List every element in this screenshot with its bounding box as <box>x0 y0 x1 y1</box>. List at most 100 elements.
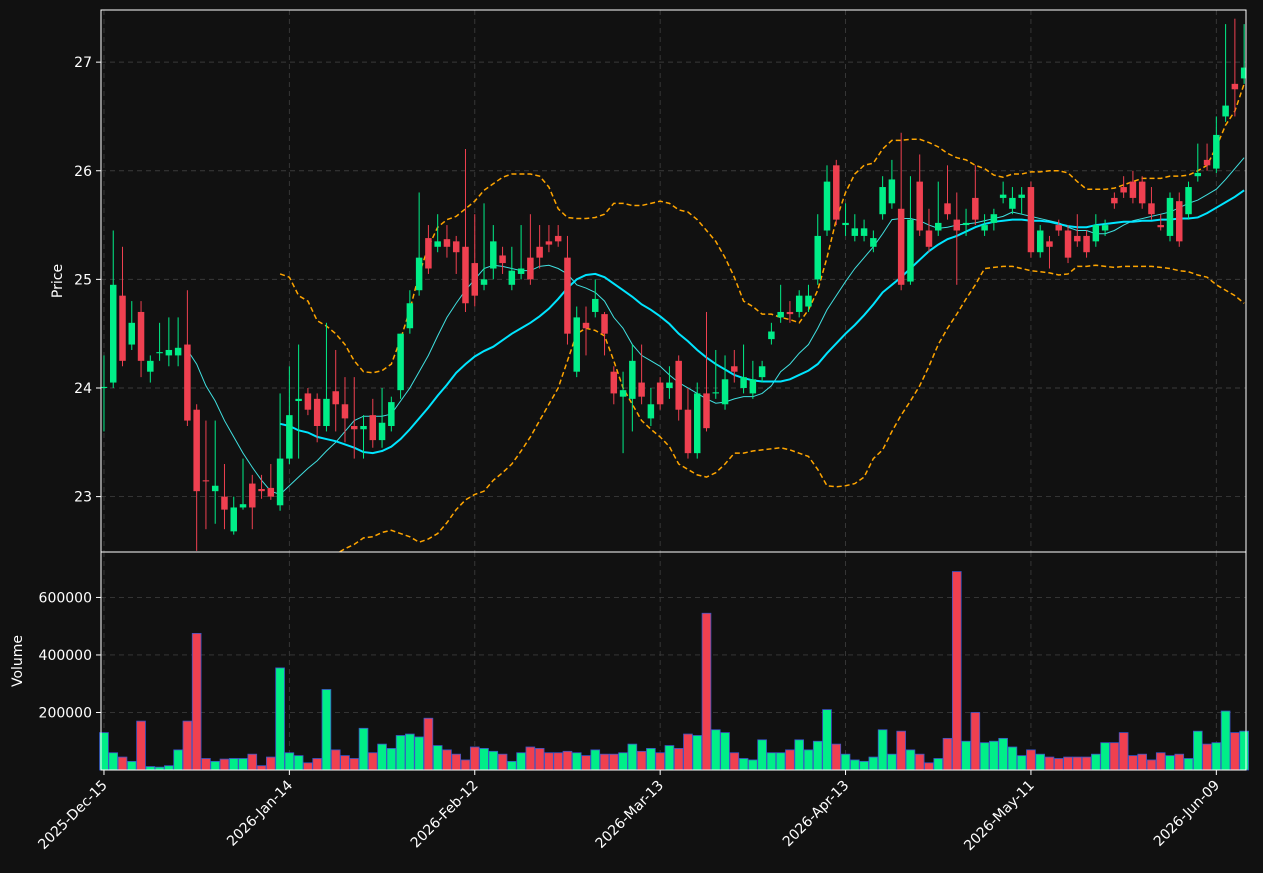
volume-bar <box>850 759 860 771</box>
axes-frame <box>100 551 1247 771</box>
volume-bar <box>145 766 156 771</box>
candle-body <box>128 322 136 345</box>
volume-bar <box>442 749 452 771</box>
candle-body <box>137 311 145 361</box>
candle-body <box>582 322 590 329</box>
candle-body <box>286 415 293 459</box>
candle-body <box>786 311 794 315</box>
candle-body <box>378 422 386 441</box>
y-tick-label: 200000 <box>39 705 92 721</box>
volume-bar <box>627 743 638 771</box>
volume-bar <box>488 750 499 771</box>
volume-bar <box>803 749 814 771</box>
candle-body <box>193 409 200 492</box>
candle-body <box>101 386 108 388</box>
candle-body <box>267 487 275 497</box>
volume-bar <box>766 752 777 771</box>
y-tick-label: 400000 <box>39 648 92 664</box>
candle-body <box>211 485 219 492</box>
candle-body <box>147 360 154 372</box>
volume-bar <box>349 758 360 771</box>
candle-body <box>1036 230 1044 253</box>
candle-body <box>999 194 1007 198</box>
candle-body <box>1055 225 1062 231</box>
volume-bar <box>293 755 304 771</box>
candle-body <box>1231 83 1239 90</box>
candle-body <box>1101 225 1109 231</box>
candle-body <box>165 349 173 356</box>
volume-bar <box>571 752 582 771</box>
candle-body <box>545 241 553 245</box>
volume-bar <box>395 735 406 771</box>
candle-body <box>1185 187 1192 215</box>
candle-body <box>740 377 747 388</box>
candle-body <box>471 263 479 296</box>
y-axis-label: Volume <box>10 635 26 687</box>
candle-body <box>564 257 571 334</box>
candle-body <box>119 295 126 361</box>
candle-body <box>508 270 516 285</box>
volume-bar <box>312 758 322 771</box>
candle-body <box>1120 187 1127 193</box>
y-tick-label: 600000 <box>39 590 92 606</box>
candle-body <box>684 409 692 454</box>
candle-body <box>1111 197 1118 204</box>
candle-body <box>258 489 265 492</box>
volume-bar <box>164 765 174 771</box>
volume-bar <box>775 752 786 771</box>
volume-bar <box>108 752 119 771</box>
volume-bar <box>479 748 489 771</box>
volume-bar <box>998 737 1008 771</box>
candle-body <box>406 303 414 329</box>
volume-bar <box>692 735 703 771</box>
candle-body <box>1046 241 1053 247</box>
volume-bar <box>1239 730 1249 771</box>
candle-body <box>638 382 645 397</box>
volume-bar <box>1165 755 1175 771</box>
volume-bar <box>553 752 563 771</box>
volume-bar <box>924 762 934 771</box>
volume-bar <box>377 743 387 771</box>
candle-body <box>888 179 896 204</box>
candle-body <box>221 496 228 510</box>
volume-bar <box>507 760 517 771</box>
candle-body <box>239 504 247 508</box>
volume-bar <box>961 740 971 771</box>
candle-body <box>1027 187 1035 253</box>
candle-body <box>490 241 497 269</box>
volume-bar <box>673 748 684 771</box>
volume-bar <box>905 749 916 771</box>
volume-bar <box>748 759 758 771</box>
candle-body <box>554 235 562 242</box>
candle-body <box>230 507 237 532</box>
candle-body <box>870 238 877 247</box>
volume-bar <box>191 632 202 771</box>
candle-body <box>647 404 655 419</box>
y-tick-label: 25 <box>74 272 92 288</box>
volume-bar <box>173 749 183 771</box>
volume-bar <box>710 729 721 771</box>
volume-bar <box>757 739 767 771</box>
candle-body <box>1129 181 1137 198</box>
volume-bar <box>321 689 332 771</box>
volume-bar <box>636 750 647 771</box>
candle-body <box>480 279 488 285</box>
candle-body <box>934 222 942 231</box>
volume-bar <box>238 758 248 771</box>
candle-body <box>1240 67 1246 79</box>
candle-body <box>360 426 367 430</box>
y-axis-label: Price <box>50 264 66 298</box>
candle-body <box>1083 235 1090 253</box>
candle-body <box>823 181 831 231</box>
volume-bar <box>256 765 267 771</box>
price-plot <box>101 10 1246 552</box>
volume-bar <box>599 753 610 771</box>
candle-body <box>1064 230 1072 258</box>
candle-body <box>527 257 534 280</box>
volume-bar <box>812 740 823 771</box>
band-line <box>337 264 1245 552</box>
candle-body <box>693 393 701 454</box>
candle-body <box>1213 134 1220 169</box>
